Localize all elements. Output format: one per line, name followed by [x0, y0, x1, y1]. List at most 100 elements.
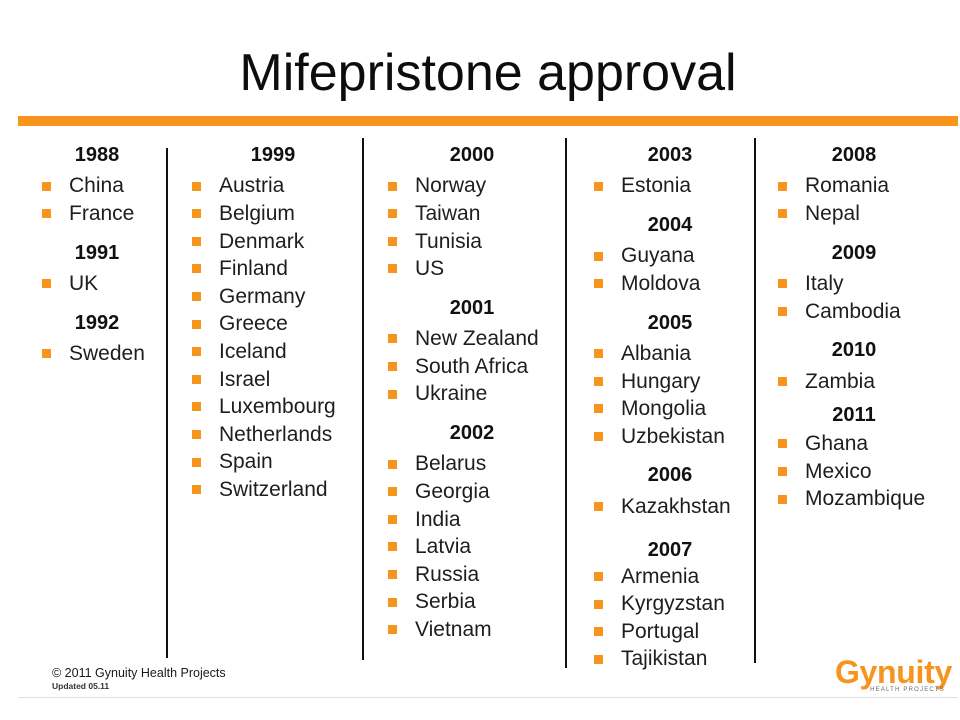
country-list: Zambia [778, 368, 930, 396]
country-name: Denmark [219, 229, 305, 253]
country-name: Hungary [621, 369, 701, 393]
square-bullet-icon [778, 209, 787, 219]
country-list: Kazakhstan [594, 493, 746, 521]
year-group: 2004 Guyana Moldova [594, 208, 746, 298]
country-name: Finland [219, 257, 288, 281]
square-bullet-icon [388, 236, 397, 246]
square-bullet-icon [192, 292, 201, 302]
square-bullet-icon [388, 570, 397, 579]
square-bullet-icon [594, 627, 603, 637]
country-item: US [388, 255, 556, 283]
square-bullet-icon [594, 572, 603, 581]
country-item: UK [42, 270, 152, 298]
country-name: Belgium [219, 201, 295, 225]
square-bullet-icon [388, 597, 397, 607]
country-item: Kazakhstan [594, 493, 746, 521]
country-name: France [69, 201, 135, 225]
year-heading: 2003 [647, 144, 693, 166]
year-group: 1999 Austria Belgium Denmark Finland Ger… [192, 138, 354, 504]
country-list: Italy Cambodia [778, 270, 930, 325]
country-item: Israel [192, 366, 354, 394]
square-bullet-icon [192, 430, 201, 440]
country-name: Austria [219, 174, 285, 198]
country-name: UK [69, 271, 99, 295]
year-heading: 2005 [647, 311, 693, 334]
year-group: 2003 Estonia [594, 138, 746, 200]
country-item: Portugal [594, 618, 746, 646]
country-name: Germany [219, 284, 306, 308]
approval-column-2: 1999 Austria Belgium Denmark Finland Ger… [192, 138, 354, 504]
approval-column-1: 1988 China France 1991 UK 1992 Sweden [42, 138, 152, 368]
country-item: Norway [388, 172, 556, 200]
year-heading: 1992 [74, 311, 120, 334]
approval-column-4: 2003 Estonia 2004 Guyana Moldova 2005 Al… [594, 138, 746, 673]
copyright-notice: © 2011 Gynuity Health Projects [52, 666, 226, 680]
country-list: Guyana Moldova [594, 242, 746, 297]
country-name: Albania [621, 341, 692, 365]
square-bullet-icon [594, 432, 603, 442]
logo-tagline: HEALTH PROJECTS [870, 687, 945, 693]
country-item: Sweden [42, 340, 152, 368]
country-item: Austria [192, 172, 354, 200]
country-item: Albania [594, 340, 746, 368]
country-list: Belarus Georgia India Latvia Russia Serb… [388, 450, 556, 643]
year-heading: 2001 [449, 296, 495, 319]
country-name: Spain [219, 450, 273, 474]
country-item: Guyana [594, 242, 746, 270]
country-name: Israel [219, 367, 271, 391]
year-heading: 2010 [831, 339, 877, 362]
country-list: Austria Belgium Denmark Finland Germany … [192, 172, 354, 503]
country-name: Georgia [415, 479, 490, 503]
country-list: Armenia Kyrgyzstan Portugal Tajikistan [594, 563, 746, 673]
title-accent-bar [18, 116, 958, 126]
country-item: Cambodia [778, 298, 930, 326]
year-heading: 2004 [647, 213, 693, 236]
year-group: 1991 UK [42, 236, 152, 298]
square-bullet-icon [388, 181, 397, 191]
country-item: Taiwan [388, 200, 556, 228]
country-name: Tajikistan [621, 647, 708, 671]
country-item: Denmark [192, 228, 354, 256]
country-list: Ghana Mexico Mozambique [778, 430, 930, 513]
square-bullet-icon [594, 502, 603, 512]
year-heading: 2011 [832, 404, 876, 427]
approval-column-5: 2008 Romania Nepal 2009 Italy Cambodia 2… [778, 138, 930, 513]
country-name: Taiwan [415, 201, 481, 225]
country-name: Luxembourg [219, 395, 336, 419]
country-item: Moldova [594, 270, 746, 298]
country-name: New Zealand [415, 327, 539, 351]
square-bullet-icon [594, 654, 603, 664]
square-bullet-icon [388, 625, 397, 635]
country-item: New Zealand [388, 325, 556, 353]
country-name: Belarus [415, 452, 487, 476]
country-item: Iceland [192, 338, 354, 366]
country-name: Italy [805, 271, 844, 295]
country-name: Portugal [621, 619, 700, 643]
column-divider [754, 138, 756, 663]
country-item: Italy [778, 270, 930, 298]
year-group: 2007 Armenia Kyrgyzstan Portugal Tajikis… [594, 528, 746, 673]
country-name: Cambodia [805, 299, 901, 323]
country-name: Norway [415, 174, 487, 198]
square-bullet-icon [42, 209, 51, 219]
country-item: Netherlands [192, 421, 354, 449]
country-item: Switzerland [192, 476, 354, 504]
country-name: Tunisia [415, 229, 482, 253]
year-group: 1988 China France [42, 138, 152, 228]
country-item: China [42, 172, 152, 200]
square-bullet-icon [388, 334, 397, 344]
year-group: 2005 Albania Hungary Mongolia Uzbekistan [594, 306, 746, 451]
country-name: Armenia [621, 564, 700, 588]
country-item: Mozambique [778, 485, 930, 513]
country-name: Kyrgyzstan [621, 592, 725, 616]
square-bullet-icon [192, 264, 201, 274]
column-divider [166, 148, 168, 658]
year-heading: 2009 [831, 241, 877, 264]
square-bullet-icon [778, 306, 787, 316]
square-bullet-icon [388, 542, 397, 552]
square-bullet-icon [192, 485, 201, 495]
country-item: Vietnam [388, 616, 556, 644]
square-bullet-icon [594, 376, 603, 386]
approval-column-3: 2000 Norway Taiwan Tunisia US 2001 New Z… [388, 138, 556, 643]
year-heading: 1999 [250, 144, 296, 166]
